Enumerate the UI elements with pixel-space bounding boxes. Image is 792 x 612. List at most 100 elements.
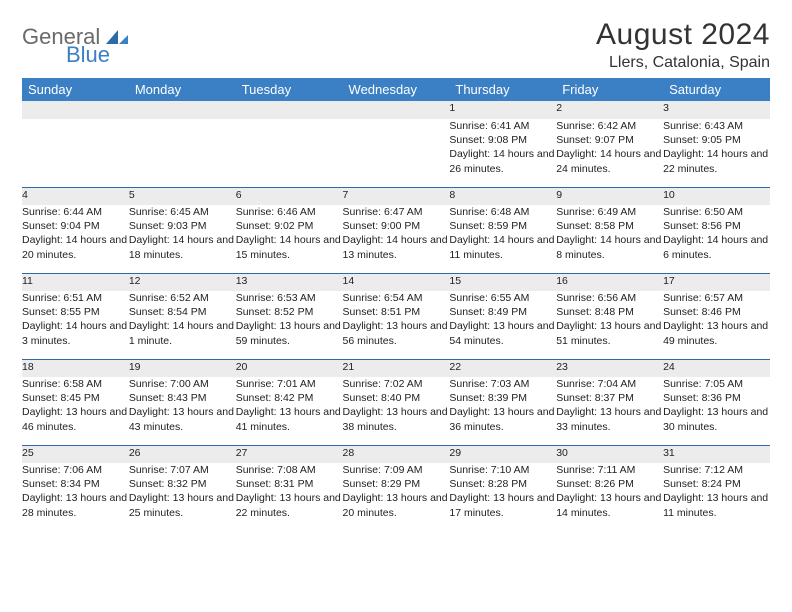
day-detail-cell: Sunrise: 6:52 AMSunset: 8:54 PMDaylight:… (129, 291, 236, 359)
sunset-line: Sunset: 9:02 PM (236, 219, 343, 233)
day-detail-cell: Sunrise: 7:07 AMSunset: 8:32 PMDaylight:… (129, 463, 236, 525)
sunrise-line: Sunrise: 6:54 AM (343, 291, 450, 305)
daylight-line: Daylight: 14 hours and 22 minutes. (663, 147, 770, 175)
day-number-cell (22, 101, 129, 119)
day-number-cell: 12 (129, 273, 236, 291)
location-text: Llers, Catalonia, Spain (596, 54, 770, 72)
sunrise-line: Sunrise: 6:58 AM (22, 377, 129, 391)
day-number-cell: 23 (556, 359, 663, 377)
daylight-line: Daylight: 13 hours and 38 minutes. (343, 405, 450, 433)
title-block: August 2024 Llers, Catalonia, Spain (596, 18, 770, 72)
daylight-line: Daylight: 14 hours and 8 minutes. (556, 233, 663, 261)
daylight-line: Daylight: 13 hours and 43 minutes. (129, 405, 236, 433)
day-detail-cell: Sunrise: 6:49 AMSunset: 8:58 PMDaylight:… (556, 205, 663, 273)
day-detail-cell: Sunrise: 6:45 AMSunset: 9:03 PMDaylight:… (129, 205, 236, 273)
daylight-line: Daylight: 13 hours and 17 minutes. (449, 491, 556, 519)
sunset-line: Sunset: 8:40 PM (343, 391, 450, 405)
sunrise-line: Sunrise: 6:46 AM (236, 205, 343, 219)
daylight-line: Daylight: 13 hours and 51 minutes. (556, 319, 663, 347)
day-number-cell: 22 (449, 359, 556, 377)
day-number-cell: 17 (663, 273, 770, 291)
day-number-cell: 20 (236, 359, 343, 377)
daylight-line: Daylight: 13 hours and 33 minutes. (556, 405, 663, 433)
sunrise-line: Sunrise: 7:12 AM (663, 463, 770, 477)
sunset-line: Sunset: 9:08 PM (449, 133, 556, 147)
sunset-line: Sunset: 9:00 PM (343, 219, 450, 233)
day-detail-cell: Sunrise: 7:05 AMSunset: 8:36 PMDaylight:… (663, 377, 770, 445)
day-number-cell: 4 (22, 187, 129, 205)
daylight-line: Daylight: 13 hours and 28 minutes. (22, 491, 129, 519)
day-number-cell: 5 (129, 187, 236, 205)
sunrise-line: Sunrise: 7:11 AM (556, 463, 663, 477)
day-detail-cell (236, 119, 343, 187)
sunrise-line: Sunrise: 6:44 AM (22, 205, 129, 219)
sunset-line: Sunset: 8:59 PM (449, 219, 556, 233)
day-number-row: 18192021222324 (22, 359, 770, 377)
day-detail-cell: Sunrise: 6:42 AMSunset: 9:07 PMDaylight:… (556, 119, 663, 187)
weekday-header: Sunday (22, 78, 129, 101)
day-detail-cell: Sunrise: 6:55 AMSunset: 8:49 PMDaylight:… (449, 291, 556, 359)
day-detail-cell: Sunrise: 7:04 AMSunset: 8:37 PMDaylight:… (556, 377, 663, 445)
sunrise-line: Sunrise: 7:03 AM (449, 377, 556, 391)
day-detail-cell: Sunrise: 6:48 AMSunset: 8:59 PMDaylight:… (449, 205, 556, 273)
sunset-line: Sunset: 8:55 PM (22, 305, 129, 319)
sunrise-line: Sunrise: 6:50 AM (663, 205, 770, 219)
daylight-line: Daylight: 13 hours and 41 minutes. (236, 405, 343, 433)
daylight-line: Daylight: 14 hours and 18 minutes. (129, 233, 236, 261)
sunset-line: Sunset: 8:37 PM (556, 391, 663, 405)
day-number-cell (236, 101, 343, 119)
day-detail-cell: Sunrise: 6:46 AMSunset: 9:02 PMDaylight:… (236, 205, 343, 273)
sunset-line: Sunset: 8:43 PM (129, 391, 236, 405)
sunrise-line: Sunrise: 6:55 AM (449, 291, 556, 305)
sunrise-line: Sunrise: 7:00 AM (129, 377, 236, 391)
sunrise-line: Sunrise: 6:56 AM (556, 291, 663, 305)
day-number-row: 45678910 (22, 187, 770, 205)
daylight-line: Daylight: 14 hours and 3 minutes. (22, 319, 129, 347)
sunset-line: Sunset: 8:28 PM (449, 477, 556, 491)
day-detail-row: Sunrise: 6:58 AMSunset: 8:45 PMDaylight:… (22, 377, 770, 445)
day-number-cell (343, 101, 450, 119)
daylight-line: Daylight: 13 hours and 20 minutes. (343, 491, 450, 519)
daylight-line: Daylight: 13 hours and 14 minutes. (556, 491, 663, 519)
sunset-line: Sunset: 8:51 PM (343, 305, 450, 319)
sunset-line: Sunset: 9:07 PM (556, 133, 663, 147)
day-detail-cell: Sunrise: 6:53 AMSunset: 8:52 PMDaylight:… (236, 291, 343, 359)
daylight-line: Daylight: 14 hours and 15 minutes. (236, 233, 343, 261)
sunrise-line: Sunrise: 7:06 AM (22, 463, 129, 477)
day-number-cell: 3 (663, 101, 770, 119)
day-detail-cell: Sunrise: 7:00 AMSunset: 8:43 PMDaylight:… (129, 377, 236, 445)
day-detail-row: Sunrise: 6:41 AMSunset: 9:08 PM Daylight:… (22, 119, 770, 187)
day-detail-cell: Sunrise: 7:12 AMSunset: 8:24 PMDaylight:… (663, 463, 770, 525)
day-detail-cell (129, 119, 236, 187)
daylight-line: Daylight: 14 hours and 1 minute. (129, 319, 236, 347)
daylight-line: Daylight: 14 hours and 6 minutes. (663, 233, 770, 261)
sunset-line: Sunset: 8:42 PM (236, 391, 343, 405)
day-number-cell: 21 (343, 359, 450, 377)
sunset-line: Sunset: 8:48 PM (556, 305, 663, 319)
weekday-header: Monday (129, 78, 236, 101)
day-number-cell (129, 101, 236, 119)
day-number-cell: 27 (236, 445, 343, 463)
sunset-line: Sunset: 8:58 PM (556, 219, 663, 233)
sunrise-line: Sunrise: 7:10 AM (449, 463, 556, 477)
sunrise-line: Sunrise: 6:41 AM (449, 119, 556, 133)
day-number-cell: 28 (343, 445, 450, 463)
sunrise-line: Sunrise: 6:47 AM (343, 205, 450, 219)
daylight-line: Daylight: 13 hours and 22 minutes. (236, 491, 343, 519)
day-number-row: 123 (22, 101, 770, 119)
day-detail-cell (343, 119, 450, 187)
sunrise-line: Sunrise: 7:05 AM (663, 377, 770, 391)
sunrise-line: Sunrise: 6:52 AM (129, 291, 236, 305)
weekday-header: Tuesday (236, 78, 343, 101)
daylight-line: Daylight: 13 hours and 30 minutes. (663, 405, 770, 433)
day-number-cell: 10 (663, 187, 770, 205)
day-number-cell: 25 (22, 445, 129, 463)
day-detail-cell: Sunrise: 6:54 AMSunset: 8:51 PMDaylight:… (343, 291, 450, 359)
day-detail-cell: Sunrise: 7:02 AMSunset: 8:40 PMDaylight:… (343, 377, 450, 445)
calendar-body: 123Sunrise: 6:41 AMSunset: 9:08 PMDaylig… (22, 101, 770, 525)
day-number-cell: 16 (556, 273, 663, 291)
calendar-header: Sunday Monday Tuesday Wednesday Thursday… (22, 78, 770, 101)
sunrise-line: Sunrise: 7:02 AM (343, 377, 450, 391)
day-number-cell: 19 (129, 359, 236, 377)
weekday-header: Wednesday (343, 78, 450, 101)
